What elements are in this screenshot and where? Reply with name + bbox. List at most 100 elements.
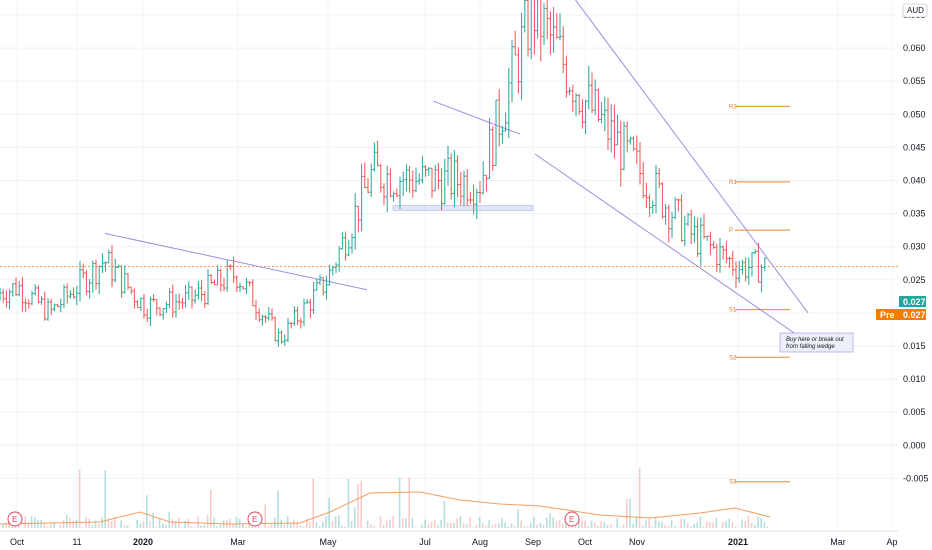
ohlc-bar — [260, 314, 264, 326]
trendline — [432, 100, 521, 135]
ohlc-bar — [174, 293, 178, 318]
volume-bar — [629, 498, 631, 528]
ohlc-bar — [184, 284, 188, 308]
ohlc-bar — [219, 268, 223, 292]
volume-bar — [120, 520, 122, 528]
volume-bar — [395, 527, 398, 528]
volume-bar — [485, 525, 487, 528]
annotation-note[interactable]: Buy here or break out from falling wedge — [779, 332, 854, 353]
earnings-marker-1[interactable]: E — [7, 511, 23, 527]
volume-bar — [59, 525, 62, 528]
ohlc-bar — [500, 125, 504, 144]
ohlc-bar — [568, 87, 572, 96]
volume-bar — [318, 525, 321, 528]
price-tick: 0.000 — [903, 440, 926, 450]
price-tick: 0.050 — [903, 109, 926, 119]
volume-bar — [267, 526, 270, 528]
ohlc-bar — [11, 283, 15, 297]
volume-bar — [744, 521, 746, 528]
volume-bar — [533, 516, 535, 528]
ohlc-bar — [747, 257, 751, 285]
last-price-value: 0.027 — [903, 297, 926, 307]
ohlc-bar — [520, 12, 524, 101]
ohlc-bar — [654, 165, 658, 214]
ohlc-bar — [702, 213, 706, 239]
ohlc-bar — [17, 281, 21, 297]
currency-button[interactable]: AUD — [902, 3, 928, 18]
volume-bar — [270, 524, 273, 528]
ohlc-bar — [526, 0, 530, 57]
volume-bar — [680, 518, 682, 528]
ohlc-bar — [616, 114, 620, 146]
ohlc-bar — [296, 306, 300, 326]
volume-bar — [37, 519, 39, 528]
ohlc-bar — [164, 301, 168, 314]
ohlc-bar — [523, 0, 527, 33]
ohlc-bar — [132, 288, 136, 309]
volume-bar — [277, 490, 279, 528]
volume-bar — [430, 522, 433, 528]
ohlc-bar — [116, 264, 120, 269]
volume-bar — [50, 523, 52, 528]
ohlc-bar — [139, 297, 143, 312]
volume-bar — [542, 524, 545, 528]
ohlc-bar — [564, 56, 568, 98]
volume-bar — [94, 520, 97, 528]
ohlc-bar — [577, 93, 581, 115]
volume-bar — [206, 514, 209, 528]
ohlc-bar — [756, 242, 760, 283]
ohlc-bar — [497, 89, 501, 147]
ohlc-bar — [728, 256, 732, 268]
ohlc-bar — [491, 126, 495, 171]
ohlc-bar — [433, 164, 437, 192]
ohlc-bar — [248, 281, 252, 287]
ohlc-bar — [449, 153, 453, 200]
ohlc-bar — [593, 79, 597, 115]
ohlc-bar — [148, 296, 152, 327]
ohlc-bar — [561, 26, 565, 74]
volume-bar — [578, 519, 580, 528]
ohlc-bar — [516, 47, 520, 94]
ohlc-bar — [168, 287, 172, 309]
ohlc-bar — [1, 288, 5, 304]
ohlc-bar — [321, 277, 325, 296]
price-tick: 0.040 — [903, 176, 926, 186]
ohlc-bar — [737, 260, 741, 283]
ohlc-bar — [641, 161, 645, 199]
ohlc-bar — [292, 306, 296, 326]
ohlc-bar — [660, 182, 664, 219]
time-axis[interactable]: Oct 11 2020 Mar May Jul Aug Sep Oct Nov 2021 Mar Ap — [10, 537, 898, 547]
ohlc-bar — [241, 286, 245, 290]
volume-bars — [2, 467, 769, 528]
volume-bar — [494, 523, 497, 528]
volume-bar — [632, 523, 634, 528]
volume-bar — [382, 525, 385, 528]
volume-bar — [142, 521, 145, 528]
ohlc-bar — [222, 277, 226, 292]
ohlc-bar — [494, 99, 498, 167]
ohlc-bar — [72, 287, 76, 299]
price-tick: 0.010 — [903, 374, 926, 384]
price-axis[interactable]: 0.0650.0600.0550.0500.0450.0400.0350.030… — [903, 10, 929, 483]
volume-bar — [581, 520, 583, 528]
ohlc-bar — [353, 192, 357, 250]
volume-bar — [293, 519, 295, 528]
ohlc-bar — [612, 104, 616, 159]
earnings-marker-2[interactable]: E — [247, 511, 263, 527]
volume-bar — [392, 516, 394, 528]
earnings-marker-3[interactable]: E — [564, 511, 580, 527]
ohlc-bar — [638, 142, 642, 185]
volume-bar — [341, 525, 343, 528]
ohlc-bar — [670, 211, 674, 238]
pivot-label: P — [729, 228, 733, 234]
ohlc-bar — [548, 11, 552, 55]
ohlc-bar — [468, 191, 472, 204]
ohlc-bar — [49, 298, 53, 316]
time-tick: 2020 — [133, 537, 153, 547]
volume-bar — [523, 526, 526, 528]
volume-bar — [91, 525, 94, 528]
ohlc-bar — [65, 283, 69, 304]
ohlc-bar — [734, 261, 738, 289]
volume-bar — [686, 523, 689, 528]
